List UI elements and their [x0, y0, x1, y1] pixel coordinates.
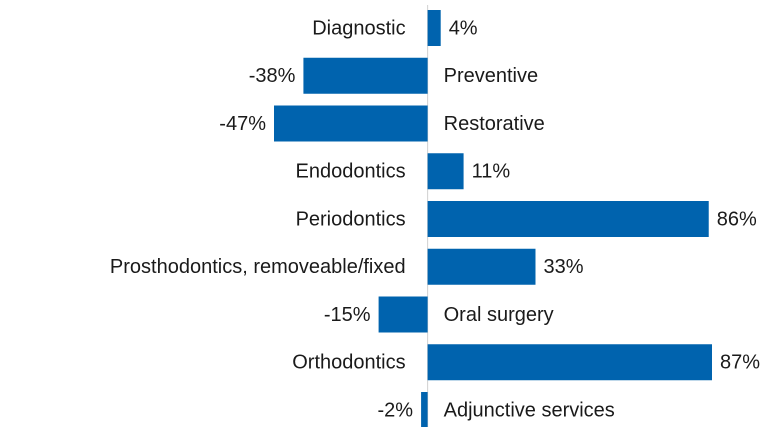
bar — [427, 153, 464, 190]
category-label: Oral surgery — [444, 304, 554, 326]
value-label: 87% — [720, 352, 760, 374]
category-label: Orthodontics — [292, 352, 405, 374]
value-label: 86% — [717, 208, 757, 230]
bar — [427, 10, 441, 46]
category-label: Preventive — [444, 65, 538, 87]
bar — [274, 105, 428, 142]
category-label: Restorative — [444, 113, 545, 135]
bar — [303, 57, 428, 94]
bar — [378, 296, 428, 333]
category-label: Endodontics — [296, 161, 406, 183]
bar — [427, 201, 709, 237]
category-label: Adjunctive services — [444, 399, 615, 421]
bar — [427, 248, 536, 285]
value-label: 33% — [543, 256, 583, 278]
value-label: -47% — [219, 113, 266, 135]
bar — [421, 392, 428, 427]
value-label: -2% — [378, 399, 414, 421]
category-label: Periodontics — [296, 208, 406, 230]
bar — [427, 344, 712, 381]
category-label: Prosthodontics, removeable/fixed — [110, 256, 406, 278]
value-label: -15% — [324, 304, 371, 326]
value-label: -38% — [249, 65, 296, 87]
category-label: Diagnostic — [312, 17, 405, 39]
value-label: 4% — [449, 17, 478, 39]
value-label: 11% — [472, 161, 511, 183]
